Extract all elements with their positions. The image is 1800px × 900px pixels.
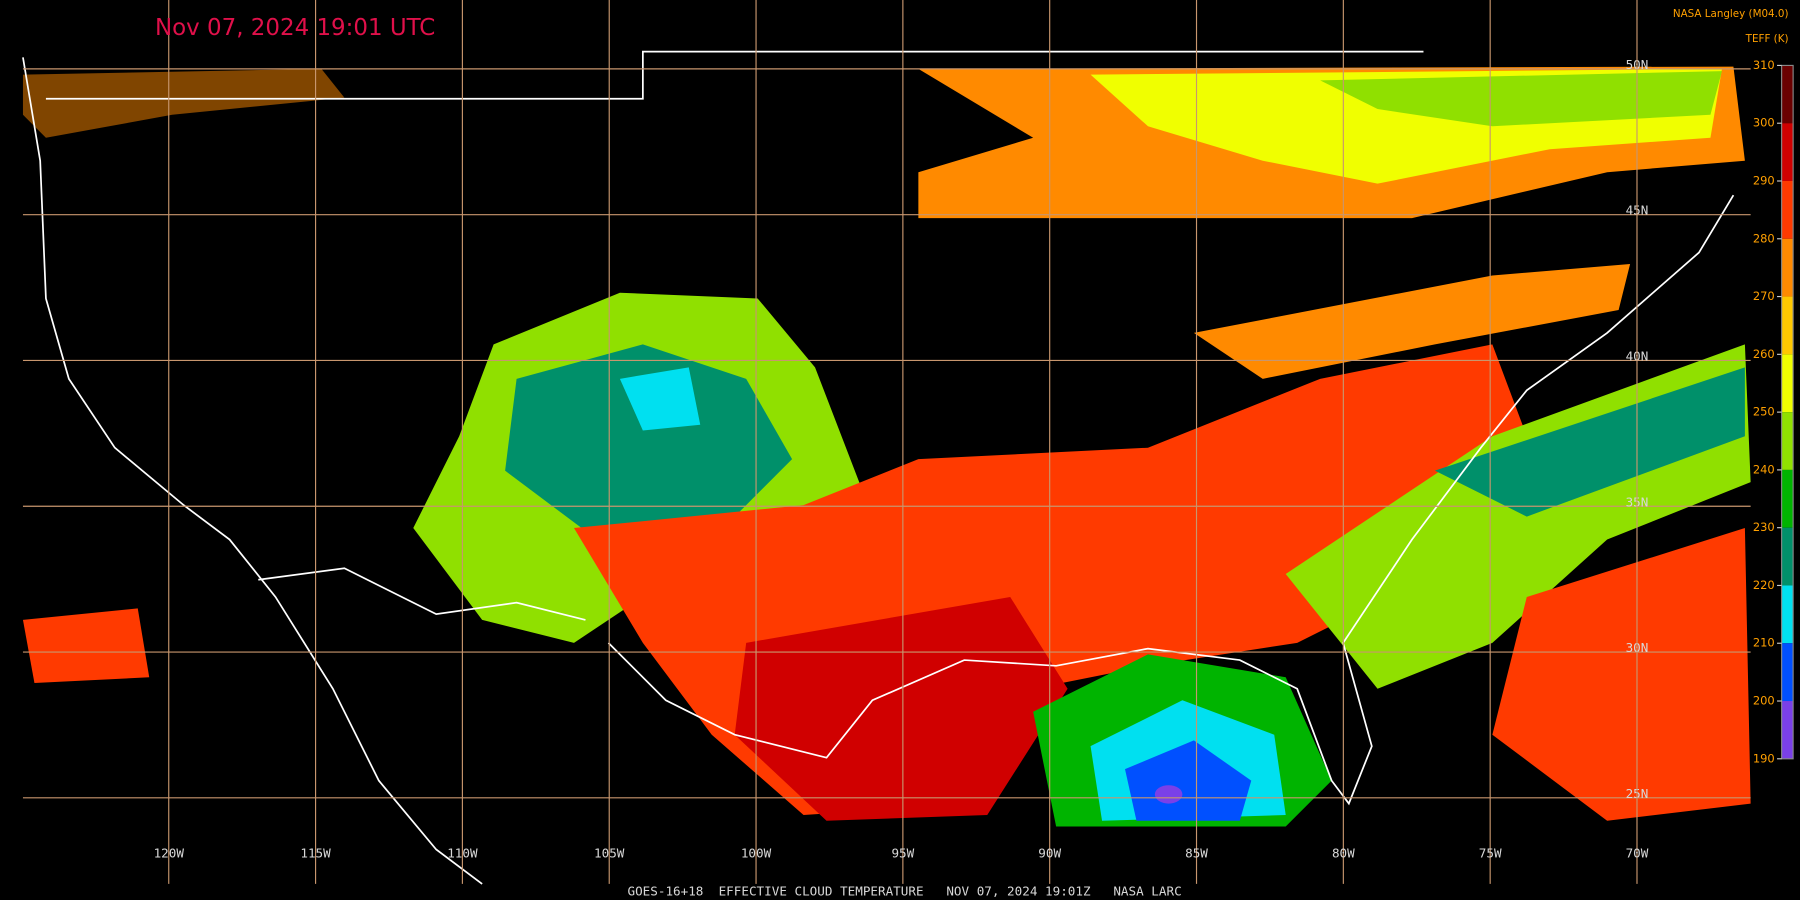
legend-swatch — [1781, 527, 1794, 586]
legend-swatch — [1781, 469, 1794, 528]
legend-tick-label: 230 — [1753, 520, 1775, 534]
legend-tick-label: 280 — [1753, 231, 1775, 245]
legend-swatch — [1781, 585, 1794, 644]
cloud-field — [22, 66, 1751, 827]
credit: NASA Langley (M04.0) — [1673, 8, 1789, 20]
legend-tick-label: 190 — [1753, 751, 1775, 765]
longitude-label: 115W — [300, 846, 331, 861]
longitude-label: 70W — [1626, 846, 1649, 861]
longitude-label: 80W — [1332, 846, 1355, 861]
longitude-label: 100W — [741, 846, 772, 861]
footer: GOES-16+18 EFFECTIVE CLOUD TEMPERATURE N… — [627, 883, 1181, 898]
legend-tick-label: 220 — [1753, 578, 1775, 592]
legend-swatch — [1781, 65, 1794, 124]
longitude-label: 105W — [594, 846, 625, 861]
coastlines-borders — [22, 50, 1735, 885]
legend-tick-label: 250 — [1753, 405, 1775, 419]
legend-tick-label: 240 — [1753, 462, 1775, 476]
legend-swatch — [1781, 643, 1794, 702]
legend-tick-label: 260 — [1753, 347, 1775, 361]
legend-tick-label: 210 — [1753, 636, 1775, 650]
legend-swatch — [1781, 238, 1794, 297]
legend-swatch — [1781, 296, 1794, 355]
legend-swatch — [1781, 180, 1794, 239]
legend-tick-label: 300 — [1753, 116, 1775, 130]
longitude-label: 120W — [154, 846, 185, 861]
timestamp: Nov 07, 2024 19:01 UTC — [155, 15, 435, 41]
legend-title: TEFF (K) — [1745, 33, 1789, 45]
legend-swatch — [1781, 701, 1794, 759]
color-legend: 310 300 290 280 270 260 250 240 230 220 210 200 190 — [1753, 58, 1794, 765]
longitude-label: 90W — [1038, 846, 1061, 861]
legend-tick-label: 290 — [1753, 173, 1775, 187]
legend-swatch — [1781, 412, 1794, 470]
legend-tick-label: 200 — [1753, 694, 1775, 708]
longitude-label: 95W — [891, 846, 914, 861]
legend-tick-label: 310 — [1753, 58, 1775, 72]
legend-swatch — [1781, 354, 1794, 413]
legend-tick-label: 270 — [1753, 289, 1775, 303]
longitude-label: 110W — [447, 846, 478, 861]
legend-swatch — [1781, 123, 1794, 181]
longitude-label: 85W — [1185, 846, 1208, 861]
longitude-label: 75W — [1479, 846, 1502, 861]
